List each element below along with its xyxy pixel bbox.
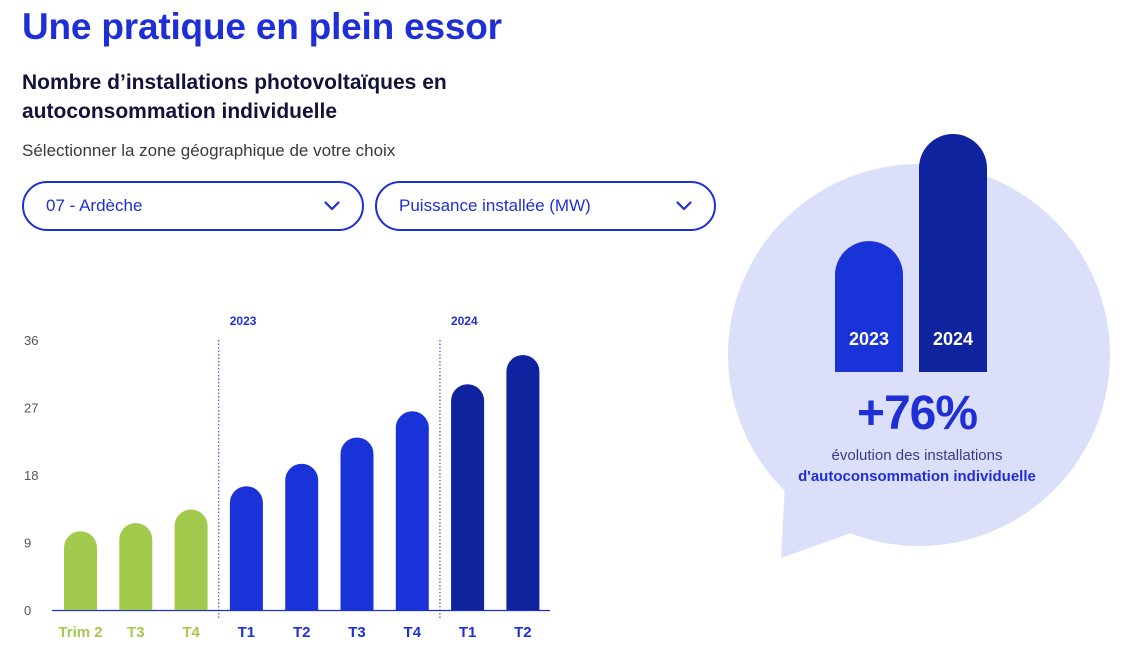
bar: [340, 437, 374, 610]
x-tick-label: T2: [293, 624, 311, 641]
y-tick-label: 36: [24, 333, 38, 348]
y-tick-label: 9: [24, 536, 31, 551]
x-tick-label: T4: [404, 624, 422, 641]
bar: [451, 384, 485, 610]
highlight-bar-label: 2023: [849, 329, 889, 349]
highlight-bar: [835, 241, 903, 372]
metric-select[interactable]: Puissance installée (MW): [375, 181, 716, 231]
year-label: 2023: [230, 314, 257, 328]
x-tick-label: T3: [348, 624, 366, 641]
bar: [229, 486, 263, 610]
page-title: Une pratique en plein essor: [22, 6, 502, 47]
x-tick-label: Trim 2: [58, 624, 102, 641]
x-tick-label: T1: [238, 624, 256, 641]
growth-caption-line2: d'autoconsommation individuelle: [798, 468, 1036, 485]
zone-instruction: Sélectionner la zone géographique de vot…: [22, 141, 396, 160]
chevron-down-icon: [676, 198, 692, 214]
growth-caption-line1: évolution des installations: [831, 447, 1003, 464]
x-tick-label: T2: [514, 624, 532, 641]
growth-caption: évolution des installations d'autoconsom…: [727, 445, 1107, 487]
bar: [395, 411, 429, 610]
zone-select-value: 07 - Ardèche: [46, 196, 143, 215]
bar: [506, 354, 540, 610]
zone-select[interactable]: 07 - Ardèche: [22, 181, 364, 231]
bar: [285, 463, 319, 610]
bar: [119, 523, 153, 610]
metric-select-value: Puissance installée (MW): [399, 196, 591, 215]
highlight-bar-label: 2024: [933, 329, 973, 349]
highlight-bubble: 2023 2024: [728, 134, 1110, 558]
highlight-bar: [919, 134, 987, 372]
year-label: 2024: [451, 314, 478, 328]
chart-heading: Nombre d’installations photovoltaïques e…: [22, 71, 447, 123]
x-tick-label: T3: [127, 624, 145, 641]
x-tick-label: T1: [459, 624, 477, 641]
chevron-down-icon: [324, 198, 340, 214]
bar-chart: 0 9 18 27 36 2023 2024 Trim 2 T3 T4 T1 T2 T3 T4 T1 T2: [24, 314, 550, 641]
x-tick-label: T4: [182, 624, 200, 641]
y-tick-label: 27: [24, 401, 38, 416]
growth-percent: +76%: [856, 387, 978, 440]
bar: [64, 531, 97, 610]
y-tick-label: 18: [24, 468, 38, 483]
y-tick-label: 0: [24, 603, 31, 618]
bar: [174, 509, 208, 610]
